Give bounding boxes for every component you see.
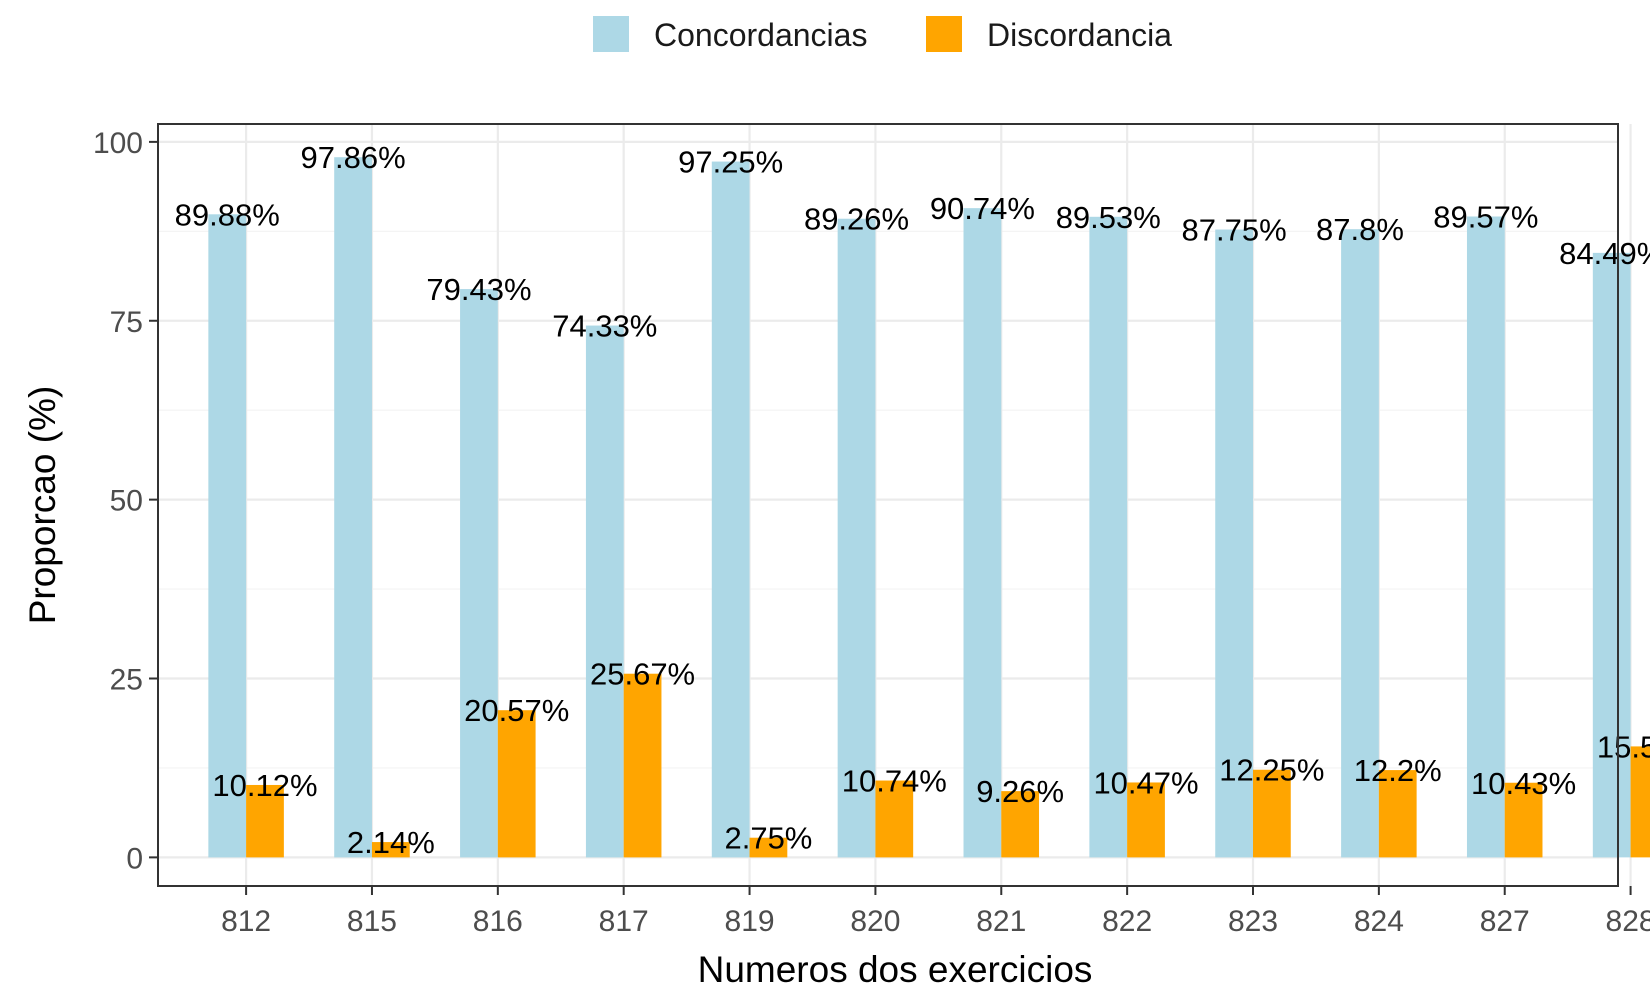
x-tick-label-816: 816 — [473, 905, 523, 938]
y-axis-title: Proporcao (%) — [22, 386, 63, 625]
data-label-discordancia-819: 2.75% — [724, 821, 812, 856]
bar-discordancia-816 — [497, 710, 536, 858]
bar-discordancia-823 — [1253, 769, 1291, 858]
y-axis: 0 25 50 75 100 — [93, 127, 158, 875]
data-label-discordancia-812: 10.12% — [212, 768, 317, 803]
legend-key-discordancia — [926, 16, 962, 52]
y-tick-label: 75 — [110, 306, 143, 339]
y-tick-label: 50 — [110, 485, 143, 518]
bar-concordancias-821 — [963, 208, 1002, 858]
x-tick-label-819: 819 — [725, 905, 775, 938]
legend-key-concordancias — [593, 16, 629, 52]
bar-concordancias-815 — [334, 157, 372, 858]
data-label-discordancia-824: 12.2% — [1354, 753, 1442, 788]
x-tick-label-822: 822 — [1102, 905, 1152, 938]
bar-concordancias-816 — [460, 289, 498, 858]
data-label-concordancias-819: 97.25% — [678, 145, 783, 180]
x-tick-label-823: 823 — [1228, 905, 1278, 938]
bar-discordancia-817 — [623, 673, 662, 858]
data-label-concordancias-816: 79.43% — [426, 272, 531, 307]
x-tick-label-817: 817 — [599, 905, 649, 938]
legend-label-discordancia: Discordancia — [987, 17, 1172, 53]
data-label-discordancia-821: 9.26% — [976, 774, 1064, 809]
x-tick-label-812: 812 — [221, 905, 271, 938]
data-label-concordancias-812: 89.88% — [175, 197, 280, 232]
bar-concordancias-819 — [711, 161, 750, 858]
data-label-discordancia-828: 15.51% — [1597, 729, 1650, 764]
x-tick-label-821: 821 — [976, 905, 1026, 938]
bar-discordancia-812 — [246, 784, 284, 858]
x-tick-label-815: 815 — [347, 905, 397, 938]
data-label-concordancias-821: 90.74% — [930, 191, 1035, 226]
data-label-discordancia-827: 10.43% — [1471, 766, 1576, 801]
plot-area: 89.88% 97.86% 79.43% 74.33% 97.25% 89.26% 90.7… — [157, 123, 1650, 887]
data-label-discordancia-816: 20.57% — [464, 693, 569, 728]
bar-discordancia-827 — [1504, 782, 1543, 858]
data-label-concordancias-823: 87.75% — [1182, 213, 1287, 248]
y-tick-label: 25 — [110, 664, 143, 697]
bar-discordancia-822 — [1127, 782, 1165, 858]
bar-discordancia-824 — [1378, 770, 1417, 858]
bar-discordancia-820 — [875, 780, 914, 858]
x-axis-title: Numeros dos exercicios — [698, 949, 1093, 990]
bar-concordancias-824 — [1341, 229, 1379, 858]
data-label-discordancia-817: 25.67% — [590, 657, 695, 692]
bar-discordancia-828 — [1630, 746, 1650, 858]
data-label-concordancias-820: 89.26% — [804, 202, 909, 237]
data-label-concordancias-815: 97.86% — [301, 140, 406, 175]
panel-border — [157, 123, 1619, 887]
x-tick-label-824: 824 — [1354, 905, 1404, 938]
bar-concordancias-827 — [1466, 216, 1505, 858]
legend: Concordancias Discordancia — [593, 16, 1172, 53]
data-label-discordancia-822: 10.47% — [1093, 765, 1198, 800]
y-tick-label: 100 — [93, 127, 143, 160]
x-tick-label-820: 820 — [850, 905, 900, 938]
bar-concordancias-823 — [1215, 229, 1253, 858]
data-label-discordancia-823: 12.25% — [1219, 753, 1324, 788]
bar-concordancias-812 — [208, 214, 247, 858]
data-label-concordancias-822: 89.53% — [1056, 200, 1161, 235]
data-label-concordancias-828: 84.49% — [1559, 236, 1650, 271]
bar-concordancias-822 — [1089, 216, 1128, 858]
data-label-concordancias-817: 74.33% — [552, 309, 657, 344]
data-label-concordancias-824: 87.8% — [1316, 212, 1404, 247]
bar-discordancia-819 — [749, 837, 788, 858]
bar-concordancias-817 — [585, 325, 624, 858]
bar-discordancia-815 — [371, 842, 410, 858]
x-tick-label-827: 827 — [1480, 905, 1530, 938]
bar-concordancias-820 — [837, 218, 876, 858]
bar-concordancias-828 — [1592, 252, 1631, 858]
x-tick-label-828: 828 — [1606, 905, 1650, 938]
x-axis: 812 815 816 817 819 820 821 822 823 824 827 828 — [221, 886, 1650, 938]
bar-discordancia-821 — [1001, 791, 1040, 858]
legend-label-concordancias: Concordancias — [654, 17, 867, 53]
data-label-discordancia-820: 10.74% — [842, 764, 947, 799]
data-label-discordancia-815: 2.14% — [347, 825, 435, 860]
data-label-concordancias-827: 89.57% — [1433, 200, 1538, 235]
y-tick-label: 0 — [126, 842, 143, 875]
